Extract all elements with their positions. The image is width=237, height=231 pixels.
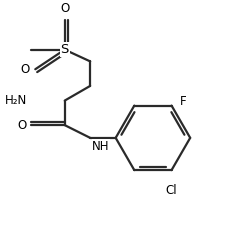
Text: O: O — [60, 2, 69, 15]
Text: F: F — [179, 95, 186, 108]
Text: S: S — [60, 43, 69, 56]
Text: Cl: Cl — [166, 184, 177, 197]
Text: O: O — [17, 119, 27, 132]
Text: O: O — [20, 63, 29, 76]
Text: NH: NH — [92, 140, 110, 153]
Text: H₂N: H₂N — [5, 94, 27, 107]
